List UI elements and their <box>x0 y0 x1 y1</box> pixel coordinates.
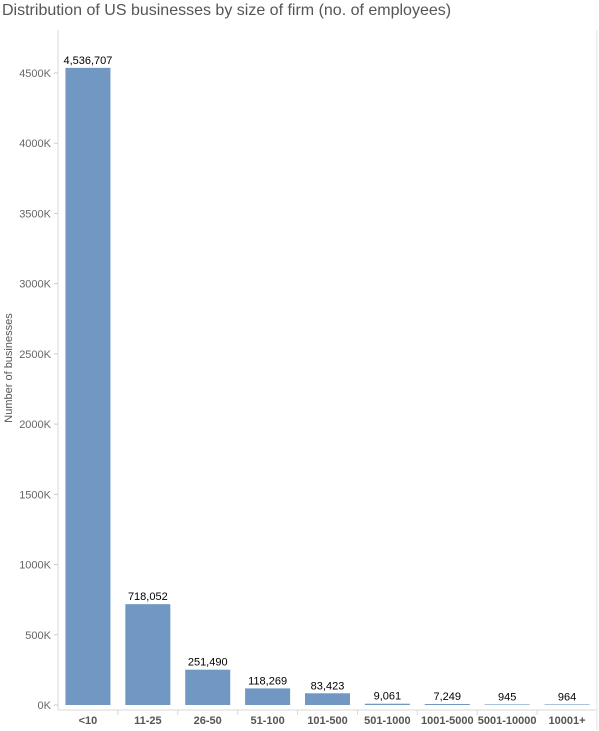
data-label: 964 <box>558 691 576 703</box>
bar <box>305 693 350 705</box>
x-tick-label: 5001-10000 <box>478 715 537 727</box>
y-tick-label: 3500K <box>19 208 51 220</box>
bar <box>544 704 590 705</box>
y-tick-label: 2000K <box>19 419 51 431</box>
x-tick-label: 101-500 <box>307 715 347 727</box>
x-tick-label: 501-1000 <box>364 715 411 727</box>
y-tick-label: 500K <box>25 630 51 642</box>
bar <box>245 688 291 705</box>
bar <box>65 67 111 705</box>
data-label: 9,061 <box>374 691 402 703</box>
x-tick-label: 51-100 <box>250 715 284 727</box>
data-label: 7,249 <box>434 691 462 703</box>
data-label: 83,423 <box>311 680 345 692</box>
data-label: 4,536,707 <box>63 55 112 67</box>
bar <box>364 703 410 705</box>
y-tick-label: 1000K <box>19 560 51 572</box>
bar <box>424 703 470 705</box>
data-labels: 4,536,707 718,052 251,490 118,269 83,423 9,06… <box>63 55 576 704</box>
data-label: 251,490 <box>188 657 228 669</box>
y-tick-label: 0K <box>38 700 52 712</box>
bars <box>65 67 590 705</box>
data-label: 945 <box>498 691 516 703</box>
bar <box>125 604 171 705</box>
x-tick-label: 10001+ <box>549 715 586 727</box>
x-tick-label: 26-50 <box>194 715 222 727</box>
x-tick-label: 1001-5000 <box>421 715 474 727</box>
y-tick-label: 4500K <box>19 68 51 80</box>
bar <box>185 669 231 705</box>
data-label: 718,052 <box>128 591 168 603</box>
chart-title: Distribution of US businesses by size of… <box>2 2 452 19</box>
x-tick-label: <10 <box>79 715 98 727</box>
bar <box>484 704 530 705</box>
data-label: 118,269 <box>248 675 287 687</box>
y-tick-label: 1500K <box>19 489 51 501</box>
y-axis: 0K 500K 1000K 1500K 2000K 2500K 3000K 3500K 4000… <box>19 30 59 712</box>
y-tick-label: 4000K <box>19 138 51 150</box>
y-tick-label: 2500K <box>19 349 51 361</box>
x-tick-label: 11-25 <box>134 715 162 727</box>
y-tick-label: 3000K <box>19 279 51 291</box>
y-axis-title: Number of businesses <box>3 313 15 423</box>
x-axis: <10 11-25 26-50 51-100 101-500 501-1000 1001-5… <box>58 30 598 730</box>
